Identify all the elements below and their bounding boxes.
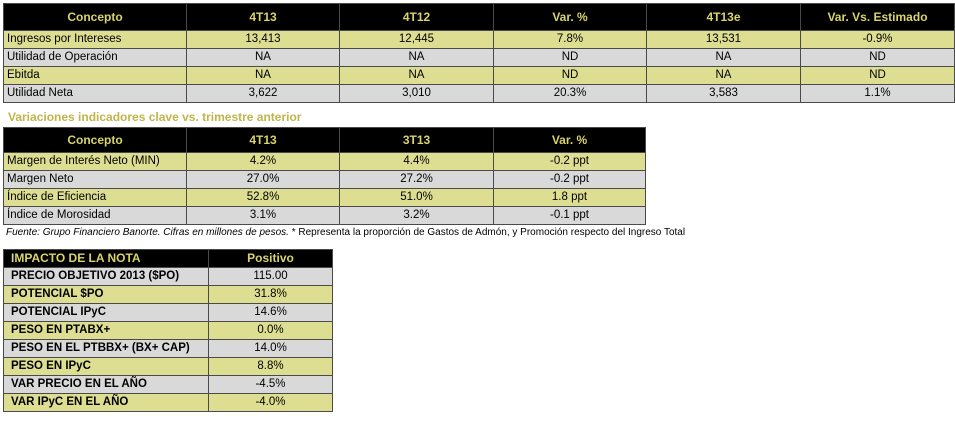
table-cell: NA	[186, 48, 340, 67]
table-row: VAR PRECIO EN EL AÑO -4.5%	[3, 375, 333, 394]
table-header-row: Concepto 4T13 3T13 Var. %	[3, 127, 646, 153]
table-row: Ebitda NA NA ND NA ND	[3, 66, 955, 85]
table-cell: 8.8%	[208, 357, 333, 376]
table-row: Índice de Morosidad 3.1% 3.2% -0.1 ppt	[3, 206, 646, 225]
table-row: POTENCIAL IPyC 14.6%	[3, 303, 333, 322]
row-label: Índice de Eficiencia	[3, 188, 187, 207]
table-cell: ND	[800, 66, 955, 85]
table-cell: -0.2 ppt	[493, 170, 646, 189]
column-header: Positivo	[208, 249, 333, 268]
table-row: Utilidad Neta 3,622 3,010 20.3% 3,583 1.…	[3, 84, 955, 103]
column-header: 3T13	[339, 127, 494, 153]
column-header: 4T13	[186, 127, 340, 153]
column-header: Concepto	[3, 3, 187, 31]
table-cell: 3,622	[186, 84, 340, 103]
table-cell: 14.0%	[208, 339, 333, 358]
indicators-table: Concepto 4T13 3T13 Var. % Margen de Inte…	[3, 127, 646, 225]
table-cell: 27.0%	[186, 170, 340, 189]
table-cell: 20.3%	[493, 84, 647, 103]
footnote: Fuente: Grupo Financiero Banorte. Cifras…	[6, 227, 685, 238]
table-cell: 115.00	[208, 267, 333, 286]
table-row: PRECIO OBJETIVO 2013 ($PO) 115.00	[3, 267, 333, 286]
table-cell: ND	[493, 48, 647, 67]
row-label: PESO EN EL PTBBX+ (BX+ CAP)	[3, 339, 209, 358]
row-label: POTENCIAL IPyC	[3, 303, 209, 322]
row-label: PESO EN IPyC	[3, 357, 209, 376]
row-label: PRECIO OBJETIVO 2013 ($PO)	[3, 267, 209, 286]
table-cell: NA	[339, 48, 494, 67]
row-label: PESO EN PTABX+	[3, 321, 209, 340]
table-cell: 52.8%	[186, 188, 340, 207]
table-row: Utilidad de Operación NA NA ND NA ND	[3, 48, 955, 67]
table-row: Ingresos por Intereses 13,413 12,445 7.8…	[3, 30, 955, 49]
table-cell: 1.8 ppt	[493, 188, 646, 207]
row-label: POTENCIAL $PO	[3, 285, 209, 304]
table-row: VAR IPyC EN EL AÑO -4.0%	[3, 393, 333, 412]
table-header-row: Concepto 4T13 4T12 Var. % 4T13e Var. Vs.…	[3, 3, 955, 31]
table-row: Índice de Eficiencia 52.8% 51.0% 1.8 ppt	[3, 188, 646, 207]
table-cell: NA	[646, 48, 801, 67]
table-row: PESO EN EL PTBBX+ (BX+ CAP) 14.0%	[3, 339, 333, 358]
note-impact-table: IMPACTO DE LA NOTA Positivo PRECIO OBJET…	[3, 249, 333, 412]
table-header-row: IMPACTO DE LA NOTA Positivo	[3, 249, 333, 268]
column-header: 4T12	[339, 3, 494, 31]
table-cell: -0.2 ppt	[493, 152, 646, 171]
table-cell: 12,445	[339, 30, 494, 49]
column-header: Var. %	[493, 127, 646, 153]
table-row: PESO EN IPyC 8.8%	[3, 357, 333, 376]
table-cell: ND	[800, 48, 955, 67]
table-cell: 7.8%	[493, 30, 647, 49]
table-cell: 3,583	[646, 84, 801, 103]
column-header: Concepto	[3, 127, 187, 153]
table-cell: 1.1%	[800, 84, 955, 103]
table-cell: NA	[339, 66, 494, 85]
results-table: Concepto 4T13 4T12 Var. % 4T13e Var. Vs.…	[3, 3, 955, 103]
column-header: 4T13e	[646, 3, 801, 31]
footnote-note: * Representa la proporción de Gastos de …	[288, 227, 686, 238]
row-label: Margen de Interés Neto (MIN)	[3, 152, 187, 171]
section-subtitle: Variaciones indicadores clave vs. trimes…	[8, 110, 302, 124]
table-cell: 3,010	[339, 84, 494, 103]
table-cell: 13,531	[646, 30, 801, 49]
table-cell: 51.0%	[339, 188, 494, 207]
column-header: Var. %	[493, 3, 647, 31]
table-cell: 4.2%	[186, 152, 340, 171]
column-header: 4T13	[186, 3, 340, 31]
table-row: Margen de Interés Neto (MIN) 4.2% 4.4% -…	[3, 152, 646, 171]
table-row: PESO EN PTABX+ 0.0%	[3, 321, 333, 340]
table-cell: -4.0%	[208, 393, 333, 412]
footnote-source: Fuente: Grupo Financiero Banorte. Cifras…	[6, 227, 289, 238]
row-label: Ebitda	[3, 66, 187, 85]
column-header: IMPACTO DE LA NOTA	[3, 249, 209, 268]
table-cell: 3.1%	[186, 206, 340, 225]
row-label: Margen Neto	[3, 170, 187, 189]
row-label: Utilidad de Operación	[3, 48, 187, 67]
row-label: Utilidad Neta	[3, 84, 187, 103]
table-row: POTENCIAL $PO 31.8%	[3, 285, 333, 304]
table-cell: 27.2%	[339, 170, 494, 189]
table-cell: -4.5%	[208, 375, 333, 394]
table-cell: 14.6%	[208, 303, 333, 322]
table-row: Margen Neto 27.0% 27.2% -0.2 ppt	[3, 170, 646, 189]
row-label: Ingresos por Intereses	[3, 30, 187, 49]
row-label: VAR IPyC EN EL AÑO	[3, 393, 209, 412]
table-cell: NA	[186, 66, 340, 85]
table-cell: 31.8%	[208, 285, 333, 304]
table-cell: 4.4%	[339, 152, 494, 171]
table-cell: NA	[646, 66, 801, 85]
row-label: Índice de Morosidad	[3, 206, 187, 225]
table-cell: -0.1 ppt	[493, 206, 646, 225]
table-cell: 0.0%	[208, 321, 333, 340]
table-cell: ND	[493, 66, 647, 85]
row-label: VAR PRECIO EN EL AÑO	[3, 375, 209, 394]
table-cell: 3.2%	[339, 206, 494, 225]
table-cell: -0.9%	[800, 30, 955, 49]
column-header: Var. Vs. Estimado	[800, 3, 955, 31]
table-cell: 13,413	[186, 30, 340, 49]
